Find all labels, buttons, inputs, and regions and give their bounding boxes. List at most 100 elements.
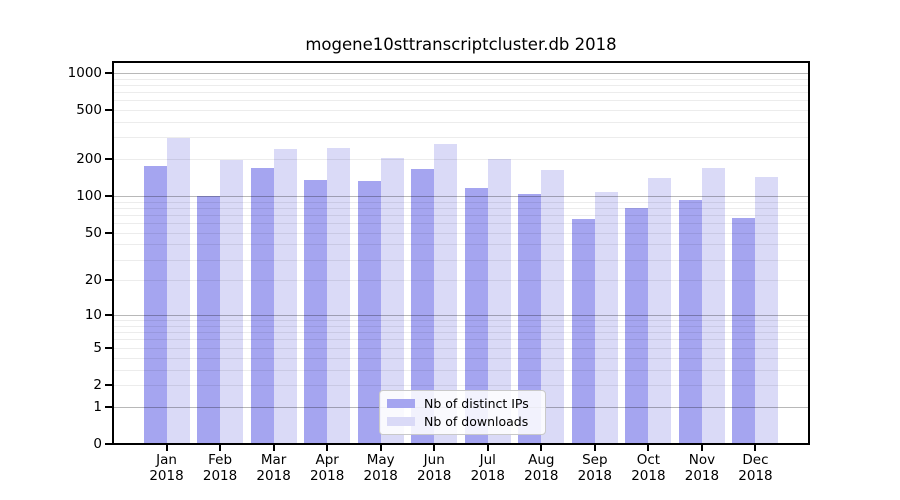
grid-minor-line xyxy=(113,159,809,161)
grid-minor-line xyxy=(113,244,809,246)
y-tick-mark-50 xyxy=(105,231,112,234)
x-tick-mark-jan xyxy=(165,445,168,451)
y-tick-label-2: 2 xyxy=(93,376,102,393)
bar-nb-of-distinct-ips-feb xyxy=(197,196,221,444)
chart-title: mogene10sttranscriptcluster.db 2018 xyxy=(305,35,617,54)
bar-nb-of-downloads-apr xyxy=(327,148,351,444)
x-tick-label-apr: Apr 2018 xyxy=(291,452,363,484)
grid-minor-line xyxy=(113,110,809,112)
grid-minor-line xyxy=(113,320,809,322)
x-tick-year: 2018 xyxy=(202,468,238,484)
y-tick-mark-500 xyxy=(105,109,112,112)
x-tick-year: 2018 xyxy=(470,468,505,484)
grid-minor-line xyxy=(113,121,809,123)
y-tick-mark-2 xyxy=(105,383,112,386)
x-tick-month: Jul xyxy=(479,452,496,468)
bar-nb-of-downloads-nov xyxy=(701,167,725,444)
legend-item-nb-of-distinct-ips: Nb of distinct IPs xyxy=(387,396,539,411)
grid-minor-line xyxy=(113,384,809,386)
grid-minor-line xyxy=(113,280,809,282)
legend-swatch-nb-of-downloads xyxy=(387,416,415,426)
x-tick-mark-nov xyxy=(700,445,703,451)
bar-nb-of-downloads-may xyxy=(380,158,404,444)
x-tick-month: Aug xyxy=(528,452,555,468)
bar-nb-of-distinct-ips-may xyxy=(357,180,381,444)
x-tick-mark-may xyxy=(379,445,382,451)
x-tick-year: 2018 xyxy=(577,468,613,484)
grid-minor-line xyxy=(113,215,809,216)
x-tick-month: Oct xyxy=(636,452,661,468)
bar-nb-of-distinct-ips-jan xyxy=(143,166,167,444)
grid-minor-line xyxy=(113,223,809,225)
x-tick-mark-dec xyxy=(754,445,757,451)
grid-minor-line xyxy=(113,137,809,139)
x-tick-label-nov: Nov 2018 xyxy=(666,452,738,484)
bar-nb-of-downloads-dec xyxy=(755,177,779,444)
x-tick-label-sep: Sep 2018 xyxy=(559,452,631,484)
legend-label-nb-of-downloads: Nb of downloads xyxy=(424,413,529,429)
y-tick-label-500: 500 xyxy=(76,102,102,119)
x-tick-year: 2018 xyxy=(631,468,666,484)
bar-nb-of-distinct-ips-dec xyxy=(732,218,756,444)
grid-minor-line xyxy=(113,325,809,327)
x-tick-year: 2018 xyxy=(309,468,345,484)
x-tick-year: 2018 xyxy=(684,468,720,484)
x-tick-mark-apr xyxy=(326,445,329,451)
y-tick-mark-20 xyxy=(105,279,112,282)
grid-minor-line xyxy=(113,369,809,371)
y-tick-label-5: 5 xyxy=(93,339,102,356)
x-tick-year: 2018 xyxy=(149,468,184,484)
x-tick-label-feb: Feb 2018 xyxy=(184,452,256,484)
x-tick-month: Mar xyxy=(260,452,287,468)
bar-nb-of-distinct-ips-jun xyxy=(411,169,435,444)
grid-minor-line xyxy=(113,347,809,349)
x-tick-mark-feb xyxy=(219,445,222,451)
x-tick-mark-mar xyxy=(272,445,275,451)
bar-nb-of-downloads-aug xyxy=(541,169,565,444)
x-tick-mark-oct xyxy=(647,445,650,451)
bar-nb-of-downloads-oct xyxy=(648,177,672,444)
plot-frame xyxy=(112,61,810,445)
y-tick-mark-1000 xyxy=(105,71,112,74)
x-tick-mark-sep xyxy=(593,445,596,451)
y-tick-label-1000: 1000 xyxy=(67,64,102,81)
x-tick-year: 2018 xyxy=(738,468,773,484)
grid-minor-line xyxy=(113,91,809,93)
y-tick-label-20: 20 xyxy=(84,272,102,289)
bar-nb-of-downloads-mar xyxy=(273,149,297,444)
x-tick-label-jul: Jul 2018 xyxy=(452,452,524,484)
y-tick-mark-5 xyxy=(105,346,112,349)
x-tick-year: 2018 xyxy=(417,468,452,484)
legend-swatch-nb-of-distinct-ips xyxy=(387,399,415,409)
bar-nb-of-downloads-jul xyxy=(487,158,511,444)
bar-nb-of-downloads-feb xyxy=(220,160,244,444)
bar-nb-of-downloads-jun xyxy=(434,143,458,444)
grid-major-line xyxy=(113,196,809,198)
legend-label-nb-of-distinct-ips: Nb of distinct IPs xyxy=(424,396,529,412)
grid-minor-line xyxy=(113,259,809,261)
x-tick-year: 2018 xyxy=(524,468,559,484)
grid-minor-line xyxy=(113,78,809,80)
x-tick-month: May xyxy=(366,452,395,468)
x-tick-month: Nov xyxy=(688,452,716,468)
grid-minor-line xyxy=(113,100,809,102)
y-tick-label-0: 0 xyxy=(93,436,102,452)
bar-nb-of-distinct-ips-mar xyxy=(250,168,274,444)
x-tick-label-jun: Jun 2018 xyxy=(398,452,470,484)
x-tick-year: 2018 xyxy=(363,468,398,484)
grid-minor-line xyxy=(113,84,809,86)
x-tick-label-dec: Dec 2018 xyxy=(719,452,791,484)
grid-minor-line xyxy=(113,232,809,234)
grid-minor-line xyxy=(113,207,809,209)
bar-nb-of-downloads-sep xyxy=(594,191,618,444)
x-tick-month: Jan xyxy=(156,452,177,468)
y-tick-label-200: 200 xyxy=(76,151,102,168)
x-tick-label-aug: Aug 2018 xyxy=(505,452,577,484)
y-tick-mark-10 xyxy=(105,314,112,317)
grid-major-line xyxy=(113,315,809,317)
y-tick-label-50: 50 xyxy=(84,224,102,241)
y-tick-mark-100 xyxy=(105,195,112,198)
y-tick-mark-200 xyxy=(105,158,112,161)
